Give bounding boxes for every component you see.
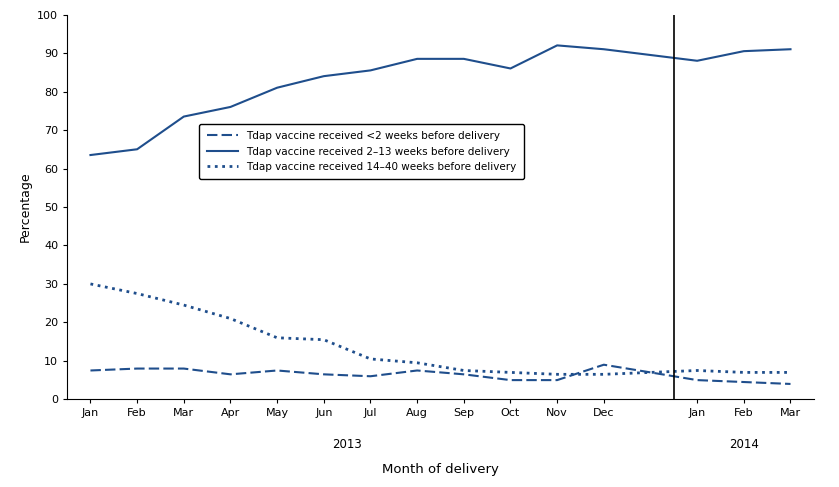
Legend: Tdap vaccine received <2 weeks before delivery, Tdap vaccine received 2–13 weeks: Tdap vaccine received <2 weeks before de…: [200, 124, 524, 179]
Text: Month of delivery: Month of delivery: [382, 463, 499, 476]
Text: 2013: 2013: [332, 438, 362, 451]
Text: 2014: 2014: [729, 438, 758, 451]
Y-axis label: Percentage: Percentage: [18, 171, 32, 243]
